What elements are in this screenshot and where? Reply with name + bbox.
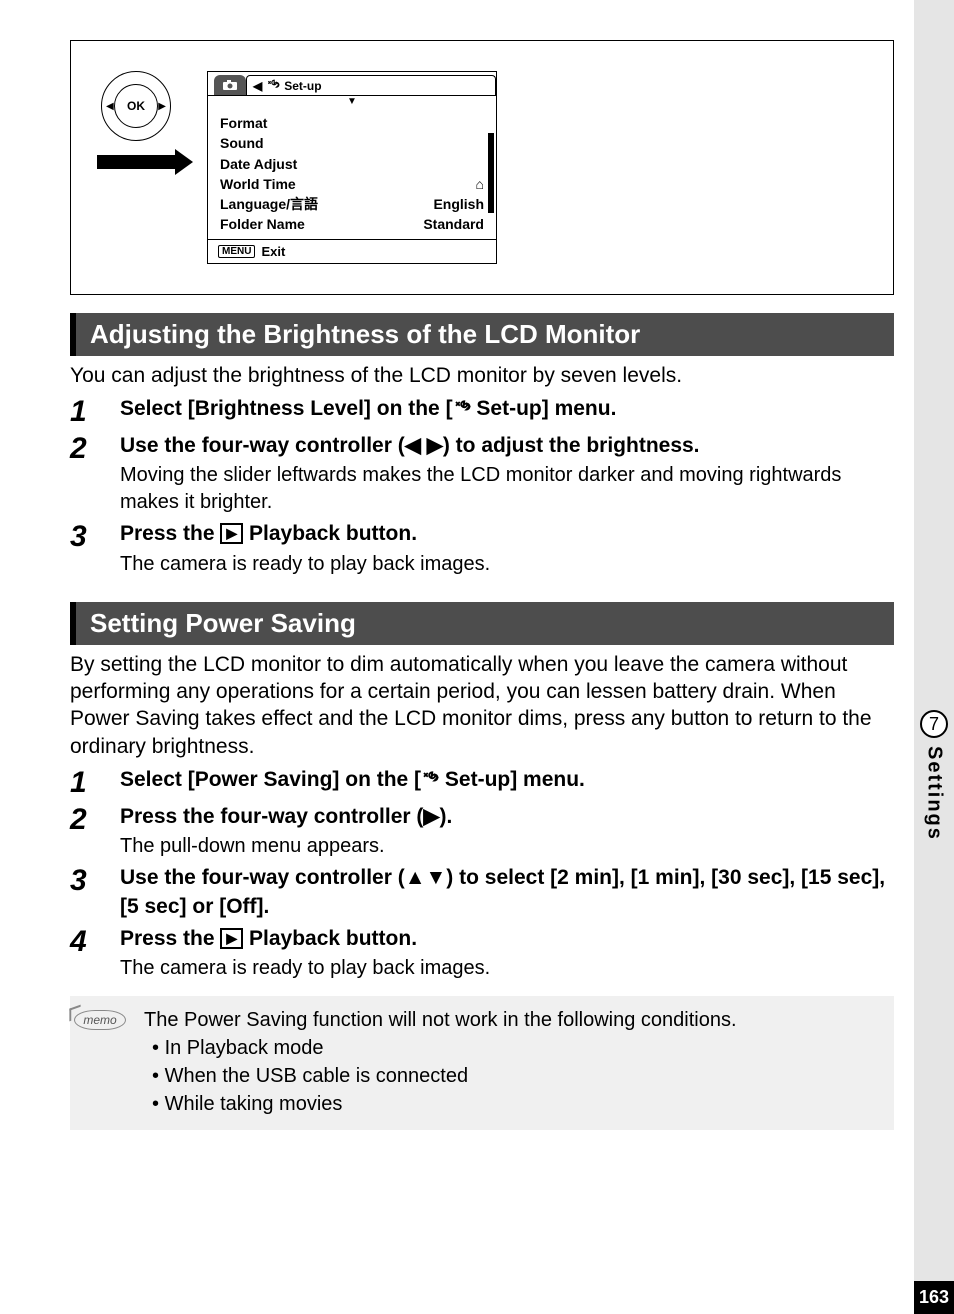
step-number: 1 [70,766,106,799]
step-number: 3 [70,864,106,921]
section1-intro: You can adjust the brightness of the LCD… [70,362,894,389]
step-title: Press the four-way controller (▶). [120,803,894,831]
step: 3 Press the ▶ Playback button. The camera … [70,520,894,577]
step: 2 Use the four-way controller (◀ ▶) to ad… [70,432,894,516]
lcd-screen: ◀ Set-up ▼ FormatSoundDate AdjustWorld T… [207,71,497,264]
camera-tab-icon [214,75,246,95]
playback-icon: ▶ [220,523,243,544]
step-title: Press the ▶ Playback button. [120,520,894,548]
section2-intro: By setting the LCD monitor to dim automa… [70,651,894,760]
tools-icon [421,770,439,788]
ok-label: OK [114,84,158,128]
step-title: Select [Brightness Level] on the [ Set-u… [120,395,894,423]
tools-icon [453,399,471,417]
chapter-label: Settings [923,746,946,841]
playback-icon: ▶ [220,928,243,949]
arrow-right-icon [97,155,177,169]
step: 4 Press the ▶ Playback button.The camera … [70,925,894,982]
step-sub: Moving the slider leftwards makes the LC… [120,462,894,516]
lcd-row: Sound [220,133,484,153]
memo-item: In Playback mode [152,1034,737,1062]
section-header-power: Setting Power Saving [70,602,894,645]
step-number: 2 [70,432,106,516]
lcd-row: Language/言語English [220,194,484,214]
memo-block: memo The Power Saving function will not … [70,996,894,1130]
tools-icon [266,79,280,93]
ok-dial-icon: ◀ ▶ OK [101,71,171,141]
page-number: 163 [914,1281,954,1314]
step-title: Press the ▶ Playback button. [120,925,894,953]
memo-item: While taking movies [152,1090,737,1118]
step-sub: The camera is ready to play back images. [120,955,894,982]
step: 2 Press the four-way controller (▶).The p… [70,803,894,860]
step: 1 Select [Power Saving] on the [ Set-up] … [70,766,894,799]
lcd-illustration: ◀ ▶ OK ◀ Set-up [70,40,894,295]
step-title: Use the four-way controller (◀ ▶) to adj… [120,432,894,460]
step: 1 Select [Brightness Level] on the [ Set-… [70,395,894,428]
menu-chip: MENU [218,245,255,258]
memo-icon: memo [74,1010,125,1030]
lcd-row: World Time⌂ [220,174,484,194]
step-number: 1 [70,395,106,428]
step-title: Select [Power Saving] on the [ Set-up] m… [120,766,894,794]
step: 3Use the four-way controller (▲▼) to sel… [70,864,894,921]
lcd-tab-title: Set-up [284,79,321,93]
step-sub: The pull-down menu appears. [120,833,894,860]
lcd-row: Date Adjust [220,154,484,174]
section-header-brightness: Adjusting the Brightness of the LCD Moni… [70,313,894,356]
step-number: 4 [70,925,106,982]
memo-lead: The Power Saving function will not work … [144,1006,737,1034]
step-sub: The camera is ready to play back images. [120,551,894,578]
step-number: 3 [70,520,106,577]
side-column: 7 Settings 163 [914,0,954,1314]
chapter-number: 7 [920,710,948,738]
step-number: 2 [70,803,106,860]
memo-item: When the USB cable is connected [152,1062,737,1090]
lcd-row: Format [220,113,484,133]
exit-label: Exit [261,244,285,259]
step-title: Use the four-way controller (▲▼) to sele… [120,864,894,921]
lcd-row: Folder NameStandard [220,214,484,234]
